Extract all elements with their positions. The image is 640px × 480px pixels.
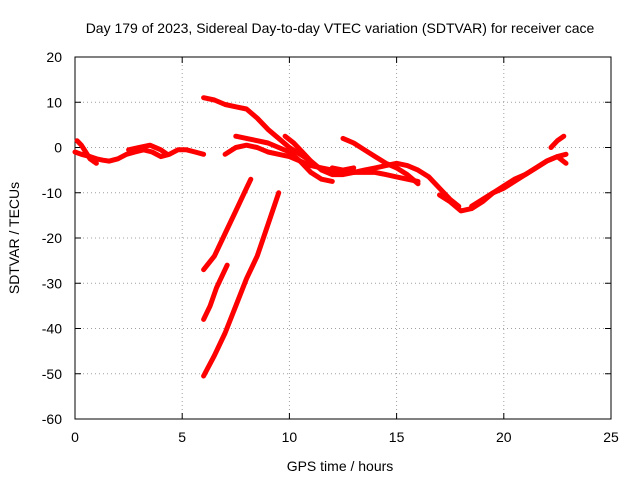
series-line-track-9 (329, 165, 421, 184)
y-tick-label: 20 (46, 49, 62, 65)
y-tick-label: -60 (42, 411, 62, 427)
y-tick-label: -50 (42, 366, 62, 382)
y-tick-label: 10 (46, 94, 62, 110)
series-line-track-3 (126, 142, 170, 157)
grid (75, 57, 611, 419)
series-line-track-12 (548, 133, 567, 150)
y-axis-tick-labels: -60 -50 -40 -30 -20 -10 0 10 20 (42, 49, 62, 427)
x-axis-label: GPS time / hours (287, 458, 394, 474)
series-line-track-14 (201, 262, 230, 322)
x-axis-tick-labels: 0 5 10 15 20 25 (71, 429, 619, 445)
y-tick-label: -20 (42, 230, 62, 246)
y-tick-label: 0 (54, 140, 62, 156)
series-line-track-15 (201, 190, 282, 379)
x-tick-label: 20 (496, 429, 512, 445)
series-line-track-1 (72, 147, 207, 164)
x-tick-label: 5 (178, 429, 186, 445)
x-tick-label: 10 (282, 429, 298, 445)
y-tick-label: -10 (42, 185, 62, 201)
x-tick-label: 0 (71, 429, 79, 445)
data-series (72, 95, 569, 379)
x-tick-label: 25 (603, 429, 619, 445)
series-line-track-6 (233, 133, 335, 184)
x-tick-label: 15 (389, 429, 405, 445)
y-axis-label: SDTVAR / TECUs (6, 182, 22, 294)
y-tick-label: -30 (42, 275, 62, 291)
axis-ticks (74, 56, 612, 420)
series-line-track-8 (340, 135, 421, 187)
series-line-track-7 (282, 133, 462, 209)
y-tick-label: -40 (42, 321, 62, 337)
chart-title: Day 179 of 2023, Sidereal Day-to-day VTE… (86, 20, 595, 36)
series-line-track-13 (201, 176, 254, 273)
series-line-track-4 (201, 95, 314, 164)
series-line-track-11 (469, 154, 569, 209)
series-line-track-2 (74, 138, 99, 166)
